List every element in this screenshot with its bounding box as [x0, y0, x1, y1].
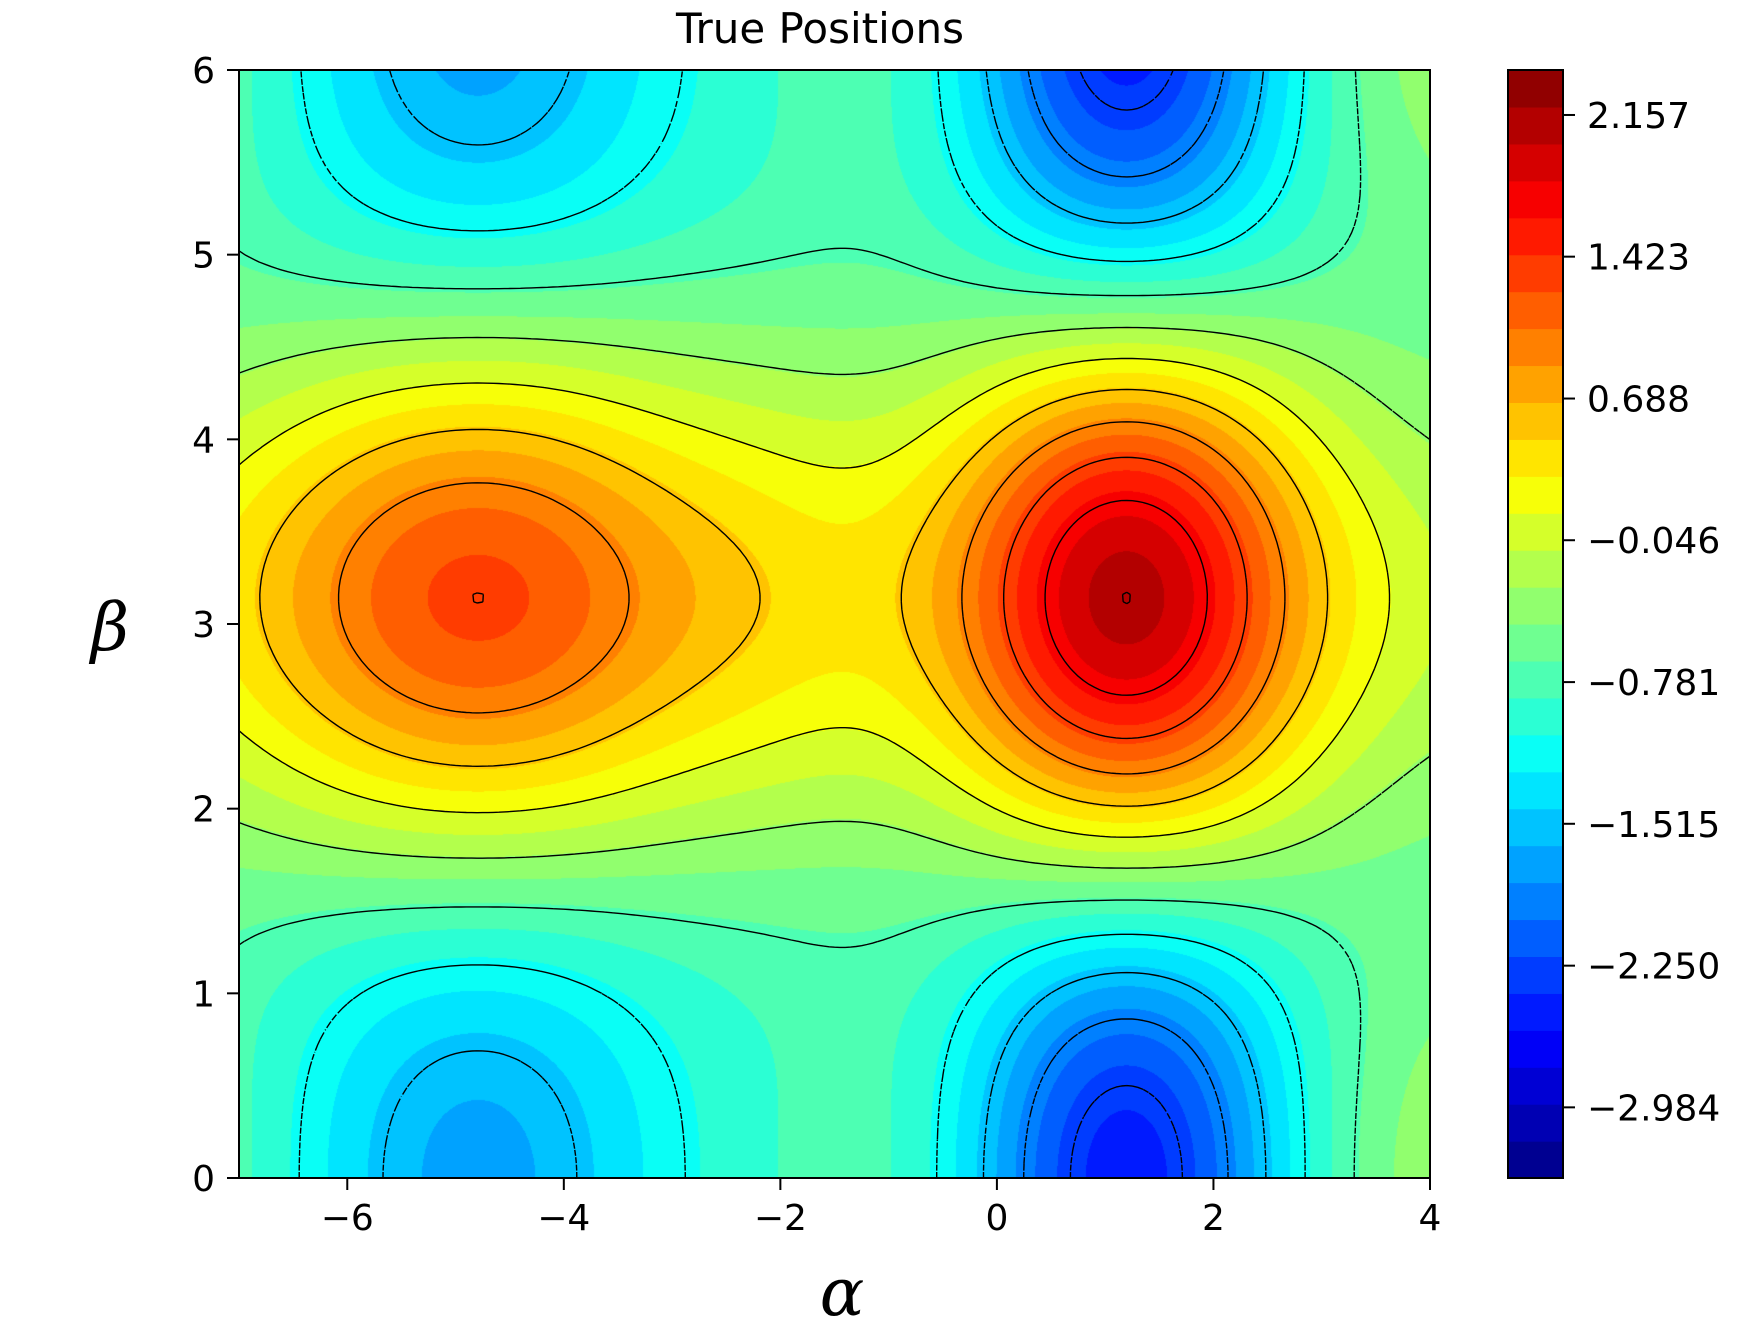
colorbar-band: [1508, 660, 1563, 699]
contour-line: [238, 326, 1431, 869]
colorbar-tick-label: 0.688: [1587, 380, 1690, 421]
colorbar-band: [1508, 993, 1563, 1031]
colorbar-tick-label: −0.046: [1587, 521, 1720, 562]
colorbar-band: [1508, 365, 1563, 403]
contour-line: [1023, 69, 1229, 1179]
colorbar-band: [1508, 845, 1563, 884]
x-tick-label: −4: [537, 1198, 590, 1239]
colorbar-tick-label: −2.984: [1587, 1088, 1720, 1129]
colorbar-band: [1508, 1141, 1563, 1179]
colorbar-tick-label: −0.781: [1587, 663, 1720, 704]
y-axis: 0 1 2 3 4 5 6: [192, 51, 239, 1200]
x-axis: −6 −4 −2 0 2 4: [321, 1178, 1442, 1239]
colorbar-band: [1508, 550, 1563, 588]
y-tick-label: 3: [192, 605, 215, 646]
y-tick-label: 6: [192, 51, 215, 92]
contour-line: [259, 388, 1329, 807]
colorbar-band: [1508, 217, 1563, 256]
colorbar-band: [1508, 439, 1563, 477]
contour-line: [1069, 69, 1184, 1179]
y-tick-label: 0: [192, 1159, 215, 1200]
colorbar-tick-label: −1.515: [1587, 805, 1720, 846]
colorbar-band: [1508, 697, 1563, 736]
colorbar: 2.157 1.423 0.688 −0.046 −0.781 −1.515 −2.250 −…: [1507, 69, 1720, 1179]
colorbar-band: [1508, 70, 1563, 108]
contour-line: [1121, 591, 1131, 605]
colorbar-ticks: 2.157 1.423 0.688 −0.046 −0.781 −1.515 −2.250 −…: [1563, 96, 1720, 1129]
contour-line: [298, 69, 1306, 1179]
colorbar-band: [1508, 771, 1563, 810]
contour-line: [1044, 499, 1208, 696]
colorbar-tick-label: 2.157: [1587, 96, 1690, 137]
x-tick-label: −6: [321, 1198, 374, 1239]
colorbar-band: [1508, 956, 1563, 994]
contour-field: [239, 70, 1430, 1178]
colorbar-band: [1508, 734, 1563, 773]
y-tick-label: 2: [192, 790, 215, 831]
x-axis-label: α: [820, 1254, 865, 1325]
colorbar-band: [1508, 1030, 1563, 1068]
colorbar-bands: [1508, 70, 1563, 1179]
colorbar-band: [1508, 513, 1563, 551]
y-axis-label: β: [88, 589, 129, 666]
colorbar-band: [1508, 476, 1563, 514]
plot-area: [238, 69, 1431, 1179]
contour-lines: [238, 69, 1431, 1179]
chart-title: True Positions: [675, 4, 964, 53]
contour-line: [472, 456, 1248, 740]
colorbar-band: [1508, 402, 1563, 440]
contour-line: [382, 69, 1267, 1179]
y-tick-label: 5: [192, 236, 215, 277]
colorbar-band: [1508, 587, 1563, 625]
colorbar-band: [1508, 882, 1563, 921]
x-tick-label: 2: [1202, 1198, 1225, 1239]
colorbar-frame: [1507, 69, 1564, 1179]
colorbar-tick-label: 1.423: [1587, 238, 1690, 279]
x-tick-label: 4: [1419, 1198, 1442, 1239]
x-tick-label: −2: [754, 1198, 807, 1239]
colorbar-band: [1508, 1067, 1563, 1105]
contour-line: [238, 69, 1362, 1178]
colorbar-band: [1508, 328, 1563, 367]
contour-line: [337, 421, 1286, 775]
colorbar-band: [1508, 106, 1563, 145]
y-tick-label: 4: [192, 420, 215, 461]
colorbar-band: [1508, 180, 1563, 219]
colorbar-band: [1508, 291, 1563, 330]
y-tick-label: 1: [192, 974, 215, 1015]
colorbar-band: [1508, 1104, 1563, 1142]
colorbar-band: [1508, 254, 1563, 293]
colorbar-tick-label: −2.250: [1587, 947, 1720, 988]
contour-line: [238, 357, 1391, 838]
colorbar-band: [1508, 143, 1563, 182]
colorbar-band: [1508, 624, 1563, 662]
colorbar-band: [1508, 919, 1563, 957]
colorbar-band: [1508, 808, 1563, 847]
x-tick-label: 0: [985, 1198, 1008, 1239]
